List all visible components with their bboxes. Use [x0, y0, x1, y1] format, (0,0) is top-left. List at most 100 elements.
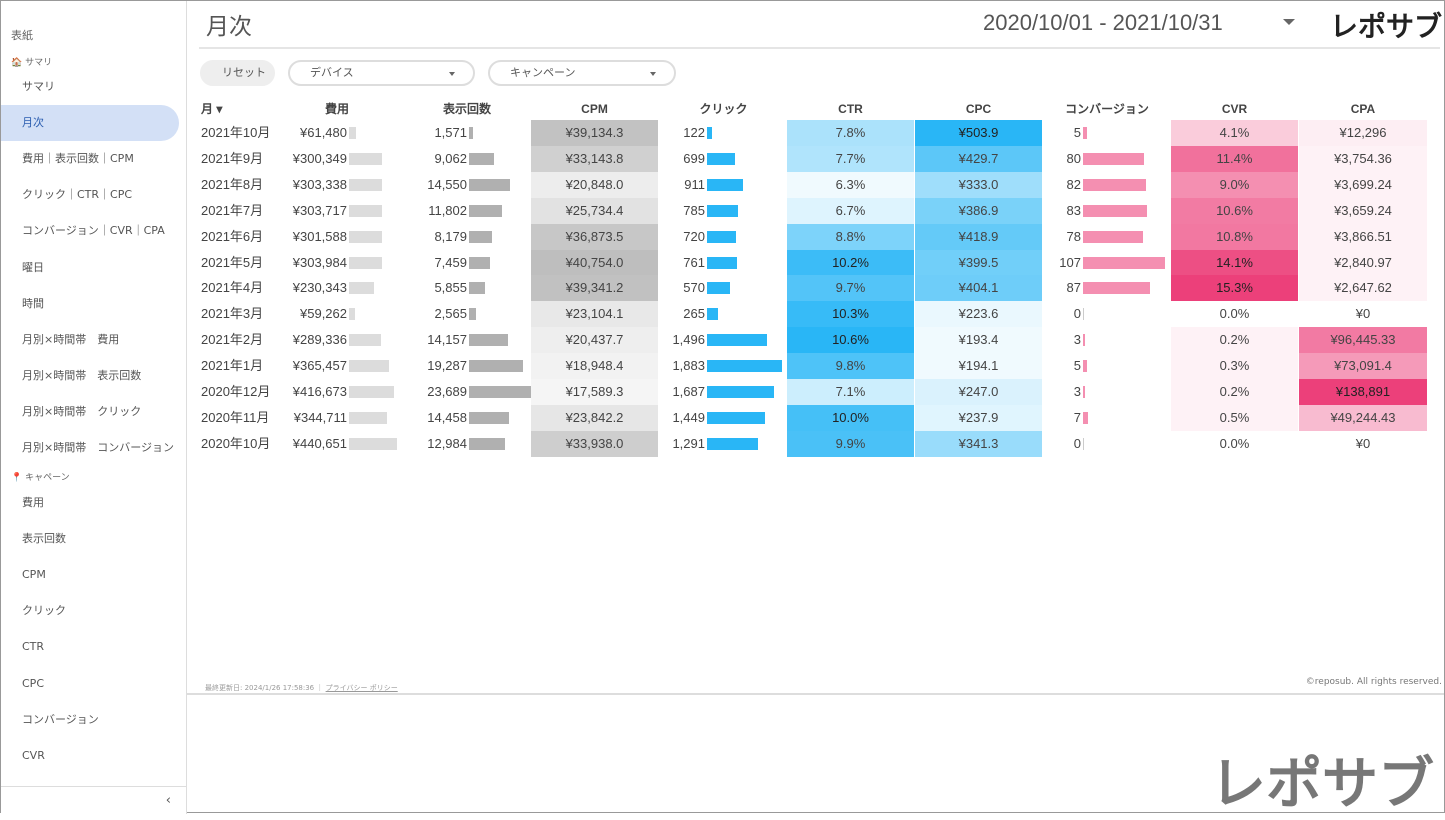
cost-bar	[349, 360, 389, 373]
impressions-bar	[469, 282, 486, 295]
cvr-cell: 0.5%	[1171, 404, 1298, 431]
date-range-picker[interactable]: 2020/10/01 - 2021/10/31	[983, 10, 1223, 35]
column-header[interactable]: CPA	[1350, 102, 1376, 116]
column-header[interactable]: CTR	[838, 102, 863, 116]
cpm-cell: ¥33,938.0	[531, 430, 658, 457]
month-cell: 2021年8月	[201, 176, 264, 192]
cost-bar	[349, 256, 383, 269]
cpa-cell: ¥49,244.43	[1299, 404, 1427, 431]
table-row: 2021年8月 ¥303,338 14,550 911 82 ¥20,848.0 6.3% ¥…	[201, 171, 1445, 198]
cpm-cell: ¥18,948.4	[531, 353, 658, 380]
sidebar-item[interactable]: CPM	[22, 568, 46, 582]
cost-cell: ¥303,717	[292, 202, 347, 218]
month-cell: 2021年3月	[201, 306, 264, 322]
clicks-cell: 1,687	[672, 384, 705, 399]
sidebar-item[interactable]: コンバージョン	[22, 712, 99, 726]
date-dropdown-icon[interactable]	[1283, 19, 1295, 25]
sidebar-item[interactable]: 月次	[1, 105, 179, 142]
column-header[interactable]: CVR	[1221, 102, 1248, 116]
section-label: サマリ	[25, 58, 53, 68]
sidebar-item[interactable]: サマリ	[22, 80, 55, 93]
cpa-cell: ¥3,659.24	[1299, 197, 1427, 224]
sidebar-item[interactable]: 月別×時間帯 表示回数	[22, 368, 142, 382]
conversions-bar	[1083, 152, 1145, 165]
month-cell: 2021年1月	[201, 358, 264, 374]
cvr-cell: 10.8%	[1171, 223, 1298, 250]
collapse-sidebar-button[interactable]: ‹	[1, 786, 187, 814]
cost-bar	[349, 127, 356, 139]
pin-icon: 📍	[11, 473, 23, 483]
sidebar-item[interactable]: CVR	[22, 748, 45, 762]
reset-button[interactable]: リセット	[200, 60, 275, 86]
impressions-cell: 19,287	[427, 358, 467, 374]
cost-cell: ¥61,480	[300, 125, 347, 140]
table-row: 2020年12月 ¥416,673 23,689 1,687 3 ¥17,589.3 7.1…	[201, 379, 1445, 405]
column-header[interactable]: 表示回数	[442, 102, 491, 116]
column-header[interactable]: 費用	[324, 102, 349, 116]
impressions-cell: 14,157	[427, 332, 467, 348]
device-filter[interactable]: デバイス	[288, 60, 475, 86]
column-header[interactable]: コンバージョン	[1065, 102, 1149, 116]
impressions-cell: 14,458	[427, 409, 467, 425]
impressions-bar	[469, 437, 506, 450]
conversions-cell: 78	[1066, 228, 1081, 244]
column-header[interactable]: 月 ▾	[201, 102, 223, 116]
impressions-cell: 9,062	[434, 150, 467, 166]
main-report: 月次 2020/10/01 - 2021/10/31 レポサブ リセット デバイ…	[187, 1, 1444, 695]
cvr-cell: 14.1%	[1171, 249, 1298, 276]
cpm-cell: ¥36,873.5	[531, 223, 658, 250]
privacy-policy-link[interactable]: プライバシー ポリシー	[325, 684, 398, 692]
cost-cell: ¥365,457	[292, 358, 347, 374]
device-filter-label: デバイス	[310, 66, 354, 79]
cvr-cell: 4.1%	[1171, 120, 1298, 146]
impressions-cell: 12,984	[427, 435, 467, 451]
sidebar-item[interactable]: CTR	[22, 640, 45, 654]
sidebar-item[interactable]: CPC	[22, 676, 44, 690]
impressions-bar	[469, 178, 510, 191]
ctr-cell: 6.3%	[787, 171, 914, 198]
ctr-cell: 9.8%	[787, 353, 914, 380]
cost-cell: ¥289,336	[292, 332, 347, 348]
cost-bar	[349, 152, 382, 165]
column-header[interactable]: CPM	[581, 102, 608, 116]
cpa-cell: ¥96,445.33	[1299, 327, 1427, 354]
sidebar-item[interactable]: コンバージョン｜CVR｜CPA	[22, 224, 165, 238]
cost-bar	[349, 230, 382, 243]
impressions-cell: 23,689	[427, 384, 467, 399]
cost-cell: ¥303,984	[292, 254, 347, 270]
campaign-filter[interactable]: キャンペーン	[488, 60, 676, 86]
cvr-cell: 0.3%	[1171, 353, 1298, 380]
clicks-bar	[707, 127, 712, 139]
clicks-bar	[707, 411, 765, 424]
house-icon: 🏠	[11, 58, 23, 68]
clicks-bar	[707, 178, 744, 191]
conversions-bar	[1083, 308, 1084, 321]
sidebar-item-cover[interactable]: 表紙	[11, 29, 33, 42]
column-header[interactable]: CPC	[965, 102, 992, 116]
conversions-bar	[1083, 386, 1086, 398]
sidebar-item[interactable]: 月別×時間帯 クリック	[22, 404, 142, 418]
clicks-cell: 570	[683, 280, 705, 296]
sidebar-item[interactable]: 月別×時間帯 コンバージョン	[22, 441, 174, 454]
cpm-cell: ¥20,437.7	[531, 327, 658, 354]
impressions-bar	[469, 360, 523, 373]
clicks-bar	[707, 230, 736, 243]
table-row: 2021年7月 ¥303,717 11,802 785 83 ¥25,734.4 6.7% ¥…	[201, 197, 1445, 224]
sidebar-item[interactable]: 時間	[22, 296, 44, 310]
column-header[interactable]: クリック	[699, 102, 748, 116]
ctr-cell: 10.3%	[787, 301, 914, 328]
sidebar-item[interactable]: クリック	[22, 604, 66, 618]
cpm-cell: ¥17,589.3	[531, 379, 658, 405]
sidebar-item[interactable]: 費用｜表示回数｜CPM	[22, 152, 134, 166]
clicks-bar	[707, 204, 739, 217]
sidebar-item[interactable]: 曜日	[22, 260, 44, 274]
sidebar-item[interactable]: クリック｜CTR｜CPC	[22, 188, 133, 202]
cvr-cell: 11.4%	[1171, 145, 1298, 172]
clicks-cell: 720	[683, 228, 705, 244]
divider	[199, 47, 1440, 49]
sidebar-item[interactable]: 費用	[22, 496, 44, 509]
sidebar-item[interactable]: 表示回数	[22, 532, 66, 546]
sidebar-item[interactable]: 月別×時間帯 費用	[22, 332, 120, 346]
table-row: 2021年2月 ¥289,336 14,157 1,496 3 ¥20,437.7 10.6…	[201, 327, 1445, 354]
conversions-bar	[1083, 411, 1089, 424]
